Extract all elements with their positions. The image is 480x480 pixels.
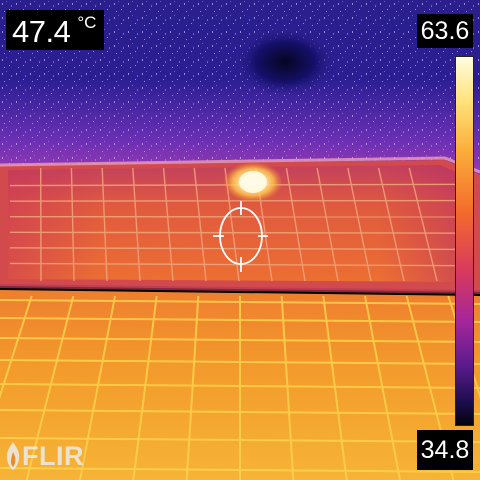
flame-icon: [6, 442, 20, 470]
flir-logo: FLIR: [5, 438, 91, 474]
flir-logo-text: FLIR: [22, 440, 84, 471]
crosshair-icon: [213, 201, 268, 272]
upper-grid-col: [193, 167, 207, 282]
upper-grid-col: [70, 167, 75, 282]
upper-grid-col: [377, 167, 405, 282]
lower-grid-col: [280, 295, 295, 480]
lower-solar-panel: [0, 290, 480, 480]
spot-temperature-value: 47.4: [12, 14, 71, 49]
scale-min-temperature: 34.8: [417, 430, 473, 470]
lower-grid-col: [364, 295, 401, 480]
upper-grid-row: [9, 247, 469, 251]
tree-silhouette: [235, 28, 335, 96]
scale-max-temperature: 63.6: [417, 14, 473, 48]
temperature-scale-bar: [455, 56, 474, 426]
upper-grid-col: [347, 167, 372, 282]
lower-grid-col: [322, 295, 348, 480]
spot-temperature-readout: 47.4 °C: [6, 10, 105, 50]
lower-grid-col: [185, 295, 200, 480]
upper-grid-col: [285, 167, 306, 282]
lower-grid-col: [79, 295, 116, 480]
upper-grid-col: [408, 167, 438, 282]
upper-grid-col: [162, 167, 174, 282]
upper-grid-row: [9, 231, 469, 234]
upper-grid-col: [316, 167, 339, 282]
upper-grid-row: [9, 199, 469, 202]
lower-grid-col: [0, 295, 33, 400]
lower-grid-col: [132, 295, 158, 480]
upper-grid-col: [132, 167, 141, 282]
spot-temperature-unit: °C: [77, 13, 97, 32]
hotspot-core: [239, 171, 267, 193]
lower-panel-grid: [0, 295, 480, 480]
upper-grid-col: [101, 167, 108, 282]
upper-solar-panel: [0, 156, 480, 294]
lower-grid-col: [25, 295, 75, 480]
